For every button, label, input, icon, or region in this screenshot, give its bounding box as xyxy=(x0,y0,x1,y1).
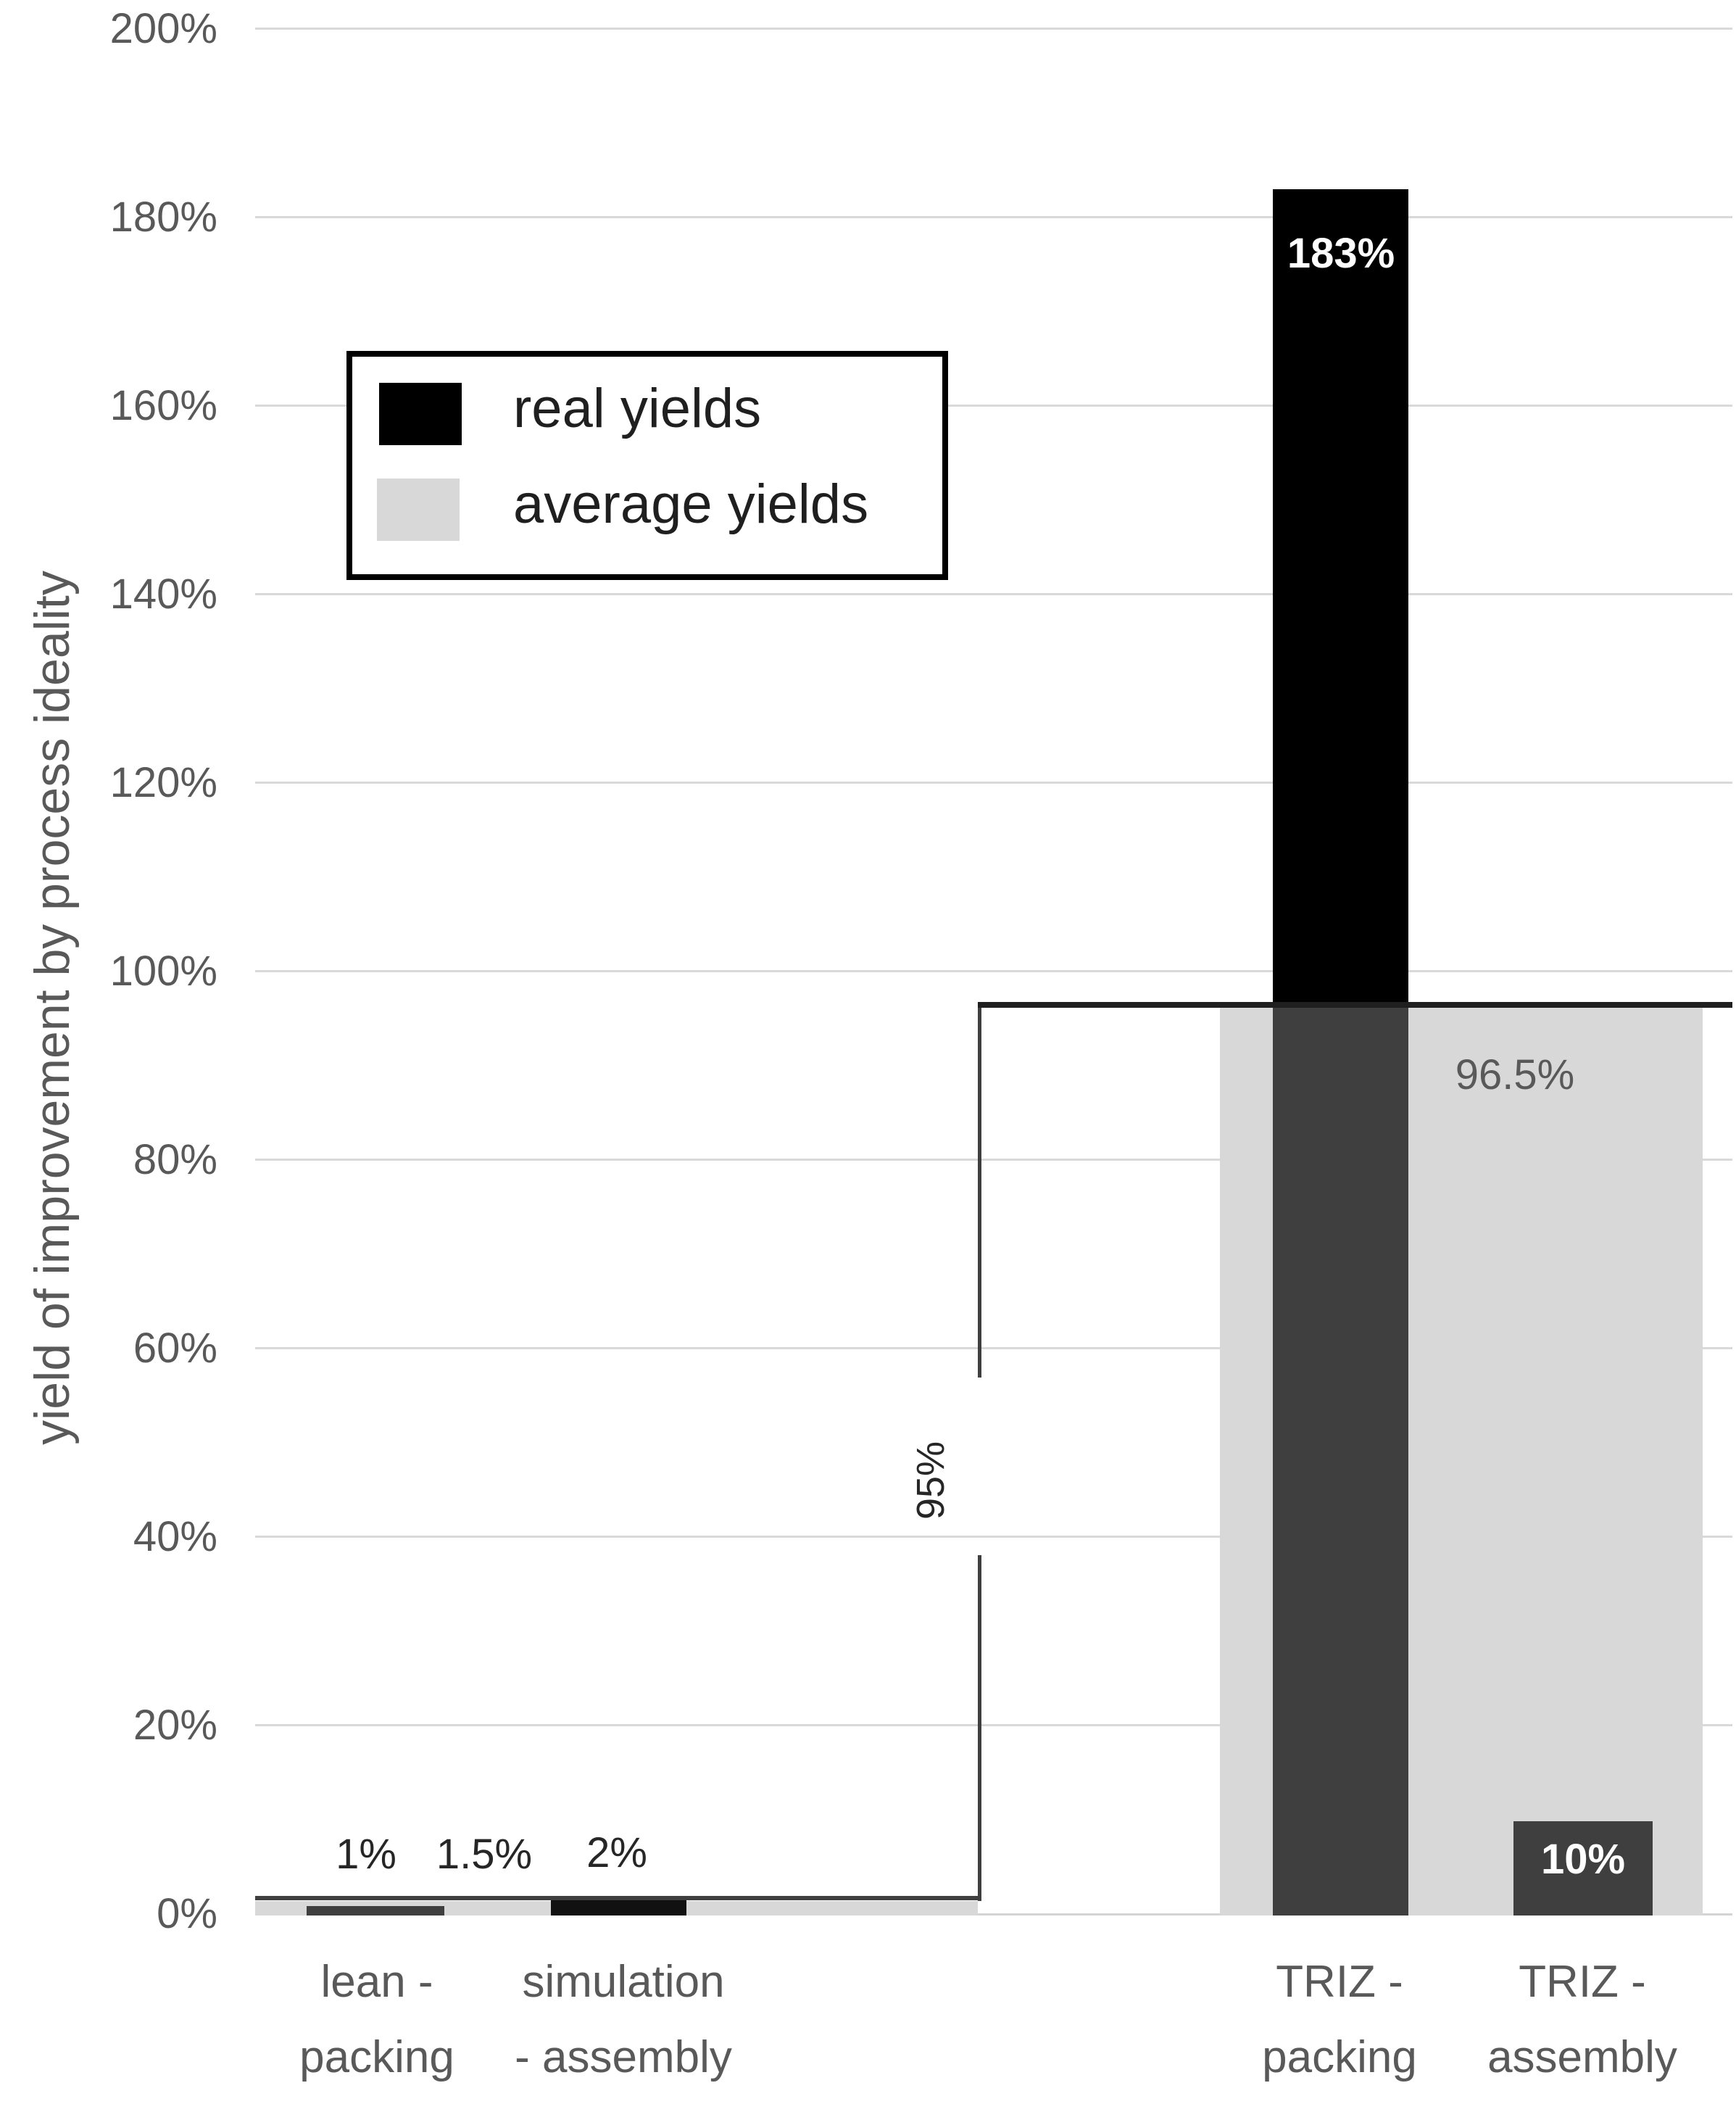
gridline-120 xyxy=(255,782,1732,784)
x-label-line: - assembly xyxy=(515,2032,732,2082)
x-label-line: packing xyxy=(1262,2032,1417,2082)
x-label-line: TRIZ - xyxy=(1519,1957,1646,2007)
y-tick-label: 0% xyxy=(157,1890,217,1937)
bar-real-triz-packing xyxy=(1273,189,1408,1005)
x-label-lean-packing: lean - packing xyxy=(217,1944,536,2095)
step-line-riser-lower xyxy=(978,1555,981,1901)
legend: real yields average yields xyxy=(346,351,948,580)
y-tick-label: 200% xyxy=(109,5,217,52)
value-label-jump: 95% xyxy=(909,1441,952,1520)
legend-swatch-average-yields xyxy=(377,479,460,541)
step-line-riser-upper xyxy=(978,1005,981,1378)
bar-real-lean-packing xyxy=(307,1906,444,1915)
value-label-triz-assembly-real: 10% xyxy=(1540,1836,1626,1883)
x-label-simulation-assembly: simulation - assembly xyxy=(464,1944,783,2095)
x-label-line: packing xyxy=(299,2032,454,2082)
x-label-line: TRIZ - xyxy=(1276,1957,1403,2007)
value-label-triz-packing-real: 183% xyxy=(1287,230,1395,277)
gridline-140 xyxy=(255,593,1732,595)
value-label-average-right: 96.5% xyxy=(1455,1051,1575,1098)
legend-label-average-yields: average yields xyxy=(513,473,869,535)
average-level-line xyxy=(978,1002,1732,1008)
gridline-180 xyxy=(255,216,1732,218)
x-label-line: lean - xyxy=(320,1957,433,2007)
legend-label-real-yields: real yields xyxy=(513,378,762,439)
y-tick-label: 80% xyxy=(133,1136,217,1183)
value-label-lean-real: 1% xyxy=(336,1831,396,1878)
legend-swatch-real-yields xyxy=(379,383,462,445)
gridline-20 xyxy=(255,1724,1732,1726)
y-axis-title: yield of improvement by process ideality xyxy=(25,571,80,1445)
y-tick-label: 140% xyxy=(109,571,217,618)
y-tick-label: 100% xyxy=(109,948,217,995)
bar-real-triz-packing-overlap xyxy=(1273,1005,1408,1915)
x-label-line: assembly xyxy=(1487,2032,1677,2082)
gridline-80 xyxy=(255,1159,1732,1161)
x-label-triz-assembly: TRIZ - assembly xyxy=(1423,1944,1736,2095)
gridline-100 xyxy=(255,970,1732,972)
y-tick-label: 160% xyxy=(109,382,217,429)
y-tick-label: 180% xyxy=(109,194,217,241)
y-tick-label: 20% xyxy=(133,1702,217,1749)
bar-real-triz-assembly xyxy=(1513,1821,1653,1915)
y-tick-label: 60% xyxy=(133,1325,217,1372)
value-label-average-left: 1.5% xyxy=(436,1831,533,1878)
value-label-simulation-real: 2% xyxy=(586,1829,647,1876)
gridline-40 xyxy=(255,1536,1732,1538)
y-tick-label: 40% xyxy=(133,1513,217,1560)
x-axis-line xyxy=(255,1913,1732,1915)
x-label-line: simulation xyxy=(522,1957,725,2007)
gridline-60 xyxy=(255,1347,1732,1349)
step-line-bottom xyxy=(255,1896,981,1900)
y-tick-label: 120% xyxy=(109,759,217,806)
gridline-160 xyxy=(255,405,1732,407)
gridline-200 xyxy=(255,28,1732,30)
x-label-triz-packing: TRIZ - packing xyxy=(1180,1944,1499,2095)
